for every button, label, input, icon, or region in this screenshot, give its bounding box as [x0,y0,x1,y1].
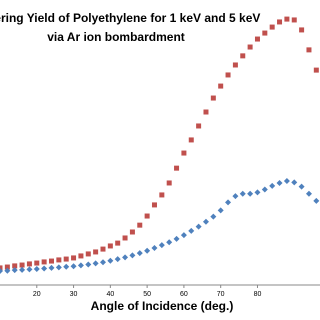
marker [122,254,129,261]
marker [225,199,232,206]
x-tick-label: 60 [180,291,188,298]
marker [129,229,135,235]
marker [70,263,77,270]
marker [115,240,121,246]
marker [63,256,69,262]
marker [166,180,172,186]
marker [151,244,158,251]
marker [196,123,202,129]
marker [129,252,136,259]
marker [166,239,173,246]
marker [276,179,283,186]
marker [19,262,25,268]
marker [159,192,165,198]
marker [92,260,99,267]
marker [247,44,253,50]
marker [4,264,10,270]
x-tick-label: 80 [254,291,262,298]
marker [107,243,113,249]
marker [188,137,194,143]
marker [202,218,209,225]
marker [93,249,99,255]
marker [240,53,246,59]
marker [26,261,32,267]
marker [0,265,3,271]
marker [291,17,297,23]
marker [283,177,290,184]
marker [144,213,150,219]
marker [85,261,92,268]
marker [313,197,320,204]
marker [174,165,180,171]
marker [291,179,298,186]
marker [63,263,70,270]
marker [41,259,47,265]
marker [34,260,40,266]
marker [247,190,254,197]
marker [232,62,238,68]
chart-subtitle: via Ar ion bombardment [47,30,185,44]
x-tick-label: 30 [70,291,78,298]
marker [99,259,106,266]
marker [48,258,54,264]
marker [269,182,276,189]
marker [269,24,275,30]
marker [277,19,283,25]
x-axis-label: Angle of Incidence (deg.) [91,299,234,313]
chart-title: puttering Yield of Polyethylene for 1 ke… [0,11,260,25]
marker [78,253,84,259]
marker [306,47,312,53]
marker [33,266,40,273]
marker [284,16,290,22]
marker [11,267,18,274]
x-tick-label: 40 [106,291,114,298]
marker [0,268,3,275]
marker [55,264,62,271]
marker [239,190,246,197]
marker [313,67,319,73]
marker [107,257,114,264]
marker [262,30,268,36]
marker [85,251,91,257]
marker [100,246,106,252]
marker [188,227,195,234]
marker [137,222,143,228]
x-tick-label: 70 [217,291,225,298]
marker [181,150,187,156]
marker [232,193,239,200]
x-tick-label: 50 [143,291,151,298]
marker [217,207,224,214]
marker [203,109,209,115]
marker [4,267,11,274]
marker [19,266,26,273]
marker [71,255,77,261]
marker [180,232,187,239]
marker [26,266,33,273]
marker [305,190,312,197]
marker [56,257,62,263]
marker [299,27,305,33]
marker [77,262,84,269]
marker [210,213,217,220]
marker [151,202,157,208]
marker [225,72,231,78]
marker [114,256,121,263]
marker [254,189,261,196]
marker [195,223,202,230]
marker [298,183,305,190]
marker [41,265,48,272]
marker [136,250,143,257]
marker [254,36,260,42]
marker [210,95,216,101]
marker [158,242,165,249]
marker [122,235,128,241]
marker [12,263,18,269]
marker [48,264,55,271]
marker [218,83,224,89]
marker [173,235,180,242]
x-tick-label: 20 [33,291,41,298]
marker [144,247,151,254]
marker [261,186,268,193]
